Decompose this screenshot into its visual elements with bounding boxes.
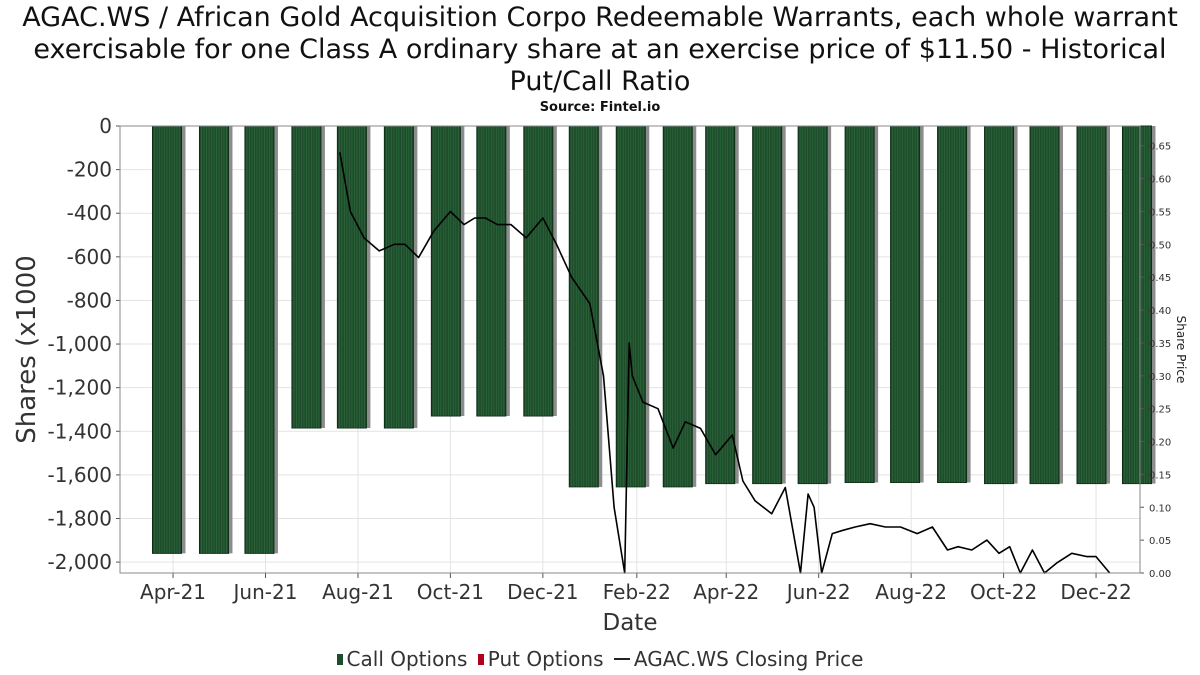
- x-tick-label: Jun-22: [785, 580, 851, 604]
- y2-axis-label: Share Price: [1174, 316, 1188, 384]
- y2-tick-label: 0.50: [1149, 240, 1171, 251]
- y-tick-label: 0: [99, 114, 112, 138]
- call-options-swatch: [336, 654, 343, 665]
- legend-item-closing-price[interactable]: AGAC.WS Closing Price: [613, 647, 864, 671]
- y-tick-label: -1,400: [48, 419, 112, 443]
- y-axis-label: Shares (x1000: [12, 255, 42, 444]
- axes: 0 -200 -400 -600 -800 -1,000 -1,200 -1,400 -1,60…: [12, 114, 1188, 636]
- y2-tick-label: 0.35: [1149, 339, 1171, 350]
- y-tick-label: -1,000: [48, 332, 112, 356]
- y-tick-label: -1,600: [48, 463, 112, 487]
- x-tick-label: Apr-21: [140, 580, 206, 604]
- x-tick-label: Oct-22: [970, 580, 1037, 604]
- x-tick-label: Aug-21: [322, 580, 394, 604]
- x-axis-label: Date: [603, 610, 658, 636]
- y-tick-label: -1,200: [48, 376, 112, 400]
- y2-tick-label: 0.60: [1149, 175, 1171, 186]
- y2-tick-label: 0.45: [1149, 273, 1171, 284]
- chart-subtitle: Source: Fintel.io: [539, 100, 661, 115]
- closing-price-line: [339, 152, 1111, 574]
- y2-tick-label: 0.65: [1149, 142, 1171, 153]
- x-tick-label: Oct-21: [417, 580, 484, 604]
- y2-tick-label: 0.25: [1149, 405, 1171, 416]
- closing-price-polyline: [339, 152, 1111, 574]
- x-tick-label: Feb-22: [603, 580, 671, 604]
- y-tick-label: -1,800: [48, 506, 112, 530]
- legend-label-closing-price: AGAC.WS Closing Price: [633, 647, 864, 671]
- legend-label-put-options: Put Options: [487, 647, 604, 671]
- legend-item-put-options[interactable]: Put Options: [477, 647, 604, 671]
- y2-tick-label: 0.55: [1149, 207, 1171, 218]
- y2-tick-label: 0.10: [1149, 503, 1171, 514]
- x-tick-label: Dec-22: [1060, 580, 1131, 604]
- put-options-swatch: [477, 654, 484, 665]
- y2-tick-label: 0.00: [1149, 569, 1171, 580]
- y-tick-label: -800: [67, 288, 112, 312]
- x-tick-label: Dec-21: [507, 580, 578, 604]
- plot-frame: [119, 125, 1141, 574]
- x-tick-label: Apr-22: [693, 580, 759, 604]
- legend: Call Options Put Options AGAC.WS Closing…: [0, 647, 1200, 671]
- x-tick-label: Jun-21: [232, 580, 298, 604]
- x-tick-label: Aug-22: [875, 580, 947, 604]
- closing-price-swatch: [613, 658, 630, 660]
- y-tick-label: -400: [67, 201, 112, 225]
- y-tick-label: -600: [67, 245, 112, 269]
- y2-tick-label: 0.15: [1149, 470, 1171, 481]
- y2-tick-label: 0.20: [1149, 438, 1171, 449]
- y-tick-label: -2,000: [48, 550, 112, 574]
- y2-tick-label: 0.40: [1149, 306, 1171, 317]
- y2-tick-label: 0.05: [1149, 536, 1171, 547]
- call-options-bars: [151, 125, 1156, 554]
- y2-tick-label: 0.30: [1149, 372, 1171, 383]
- legend-label-call-options: Call Options: [346, 647, 468, 671]
- chart-title: AGAC.WS / African Gold Acquisition Corpo…: [22, 2, 1178, 97]
- legend-item-call-options[interactable]: Call Options: [336, 647, 468, 671]
- y-tick-label: -200: [67, 158, 112, 182]
